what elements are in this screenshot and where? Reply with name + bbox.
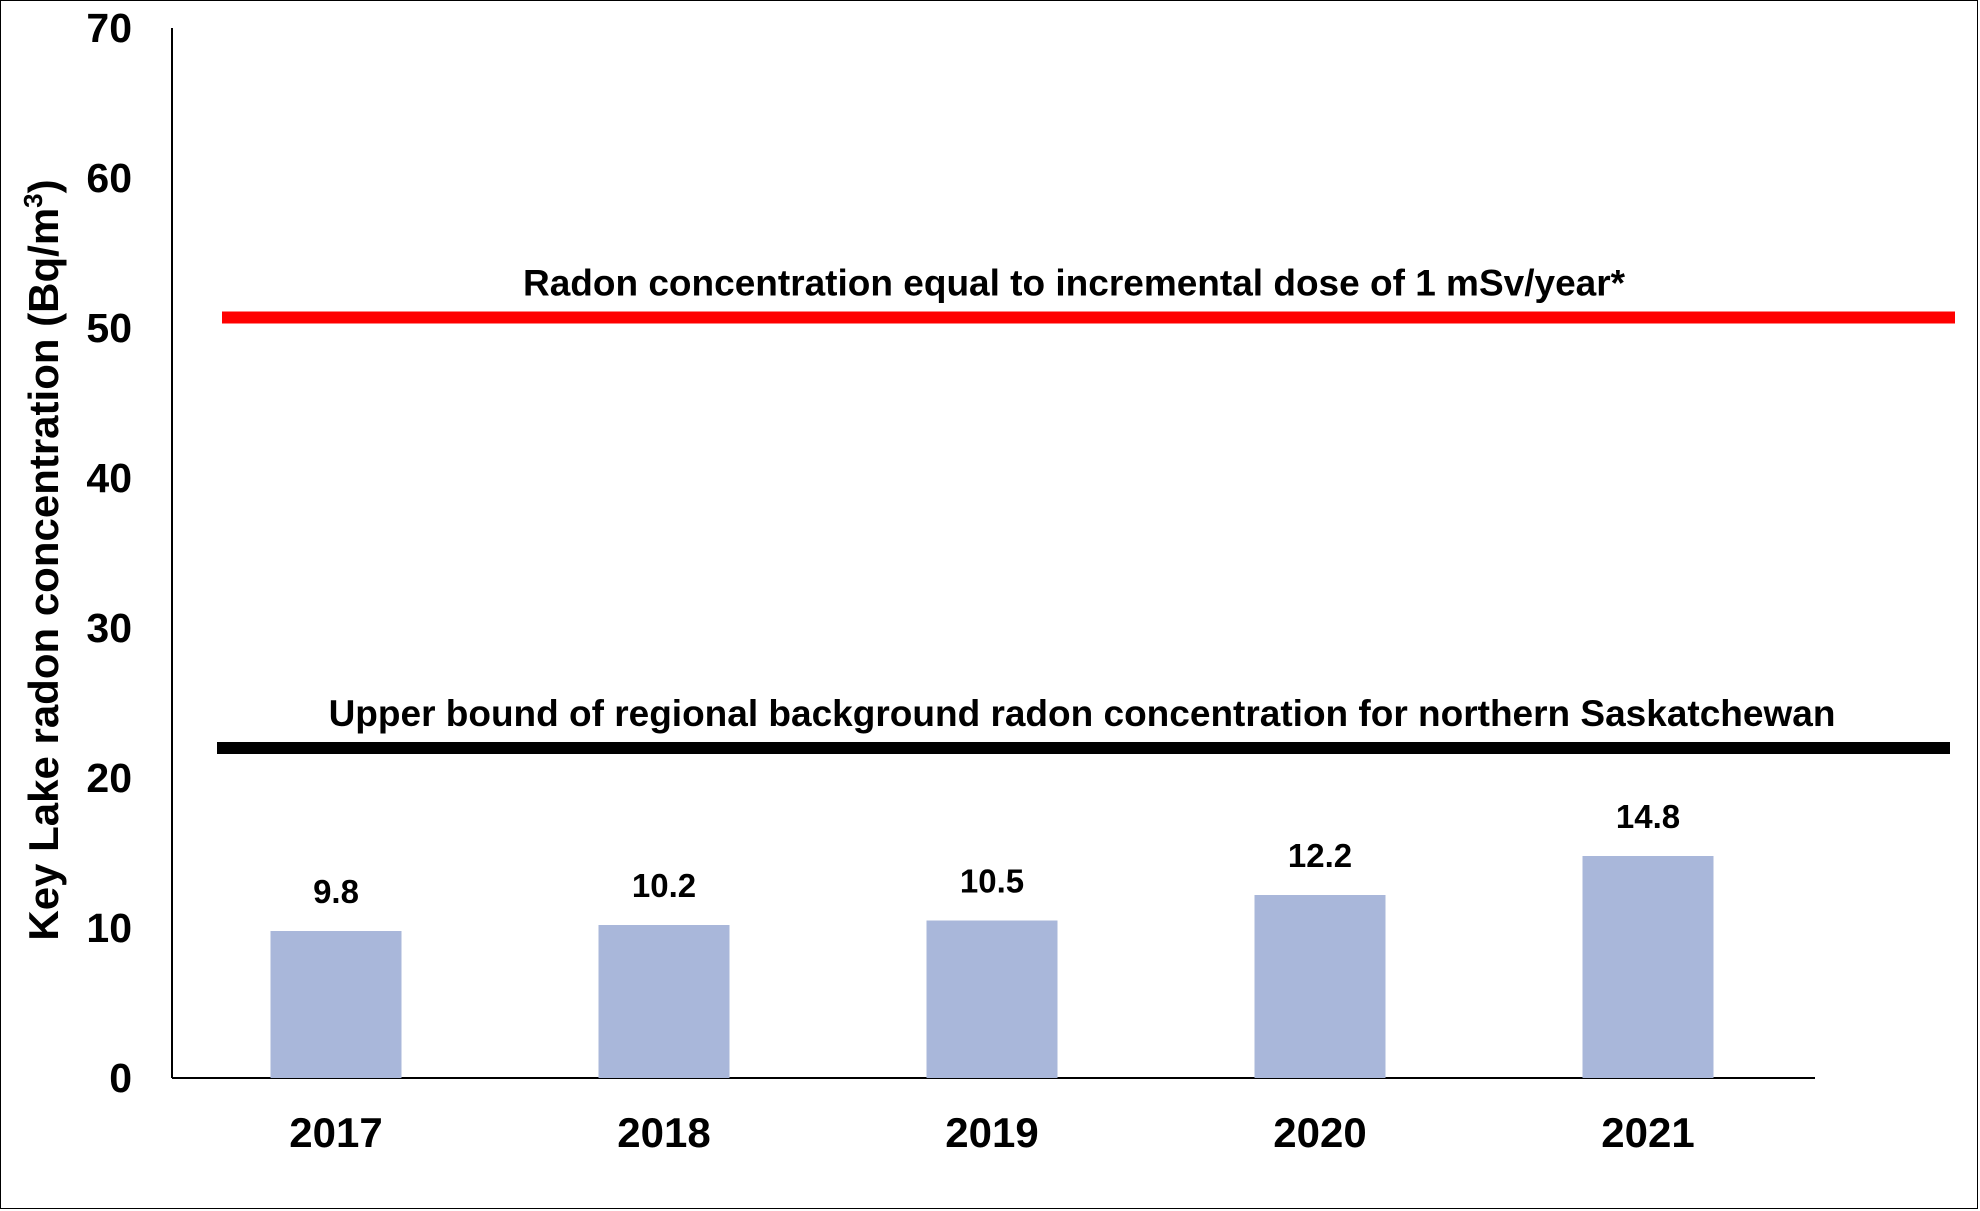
y-tick-label: 70 xyxy=(86,5,132,51)
y-tick-label: 30 xyxy=(86,605,132,651)
y-tick-label: 10 xyxy=(86,905,132,951)
data-label: 9.8 xyxy=(313,873,359,910)
y-tick-labels: 0 10 20 30 40 50 60 70 xyxy=(86,5,132,1101)
reference-line-label: Radon concentration equal to incremental… xyxy=(523,263,1626,304)
category-label: 2020 xyxy=(1273,1109,1366,1156)
category-label: 2021 xyxy=(1601,1109,1694,1156)
y-axis-label: Key Lake radon concentration (Bq/m3) xyxy=(18,179,67,940)
bar xyxy=(926,920,1058,1078)
data-label: 12.2 xyxy=(1288,837,1352,874)
bar xyxy=(1582,856,1714,1078)
bar xyxy=(1254,895,1386,1078)
y-tick-label: 0 xyxy=(109,1055,132,1101)
category-label: 2017 xyxy=(289,1109,382,1156)
bars xyxy=(270,856,1714,1078)
bar xyxy=(598,925,730,1078)
y-axis-label-superscript: 3 xyxy=(18,193,48,207)
bar xyxy=(270,931,402,1078)
reference-line-label: Upper bound of regional background radon… xyxy=(329,693,1836,734)
reference-lines: Radon concentration equal to incremental… xyxy=(217,263,1955,754)
y-tick-label: 50 xyxy=(86,305,132,351)
y-tick-label: 40 xyxy=(86,455,132,501)
category-label: 2018 xyxy=(617,1109,710,1156)
category-labels: 2017 2018 2019 2020 2021 xyxy=(289,1109,1694,1156)
data-labels: 9.8 10.2 10.5 12.2 14.8 xyxy=(313,798,1680,910)
data-label: 10.2 xyxy=(632,867,696,904)
y-axis-label-suffix: ) xyxy=(20,179,67,193)
data-label: 14.8 xyxy=(1616,798,1680,835)
y-tick-label: 60 xyxy=(86,155,132,201)
y-tick-label: 20 xyxy=(86,755,132,801)
category-label: 2019 xyxy=(945,1109,1038,1156)
data-label: 10.5 xyxy=(960,863,1024,900)
y-axis-label-main: Key Lake radon concentration (Bq/m xyxy=(20,208,67,941)
